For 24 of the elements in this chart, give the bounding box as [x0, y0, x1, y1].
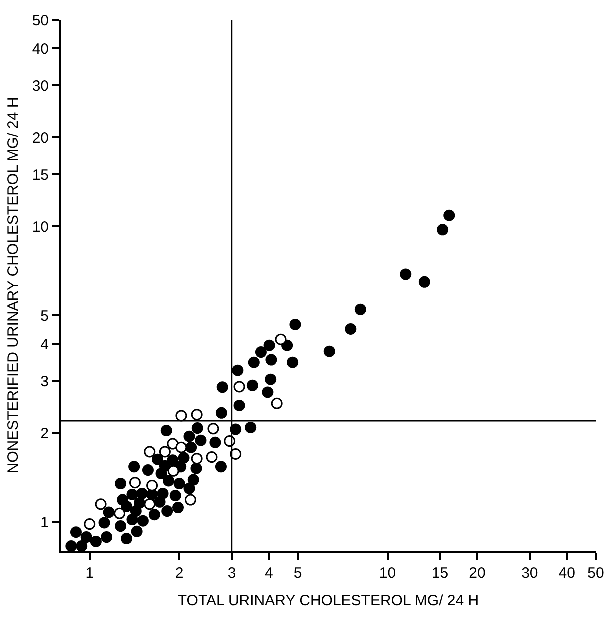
x-tick-label: 1 — [86, 565, 94, 582]
y-tick-label: 15 — [32, 166, 49, 184]
y-axis-title: NONESTERIFIED URINARY CHOLESTEROL MG/ 24 H — [5, 97, 22, 474]
y-tick-label: 20 — [32, 130, 49, 147]
x-tick-label: 50 — [588, 565, 604, 582]
y-tick-label: 30 — [32, 78, 49, 95]
x-tick-label: 30 — [522, 565, 538, 582]
y-tick-label: 50 — [32, 12, 49, 30]
y-tick-label: 1 — [40, 514, 49, 532]
x-tick-label: 2 — [175, 565, 184, 582]
x-tick-label: 15 — [432, 565, 449, 582]
y-tick-label: 4 — [40, 336, 49, 354]
x-tick-label: 4 — [265, 565, 274, 582]
x-tick-label: 40 — [558, 565, 576, 582]
x-tick-label: 3 — [228, 565, 236, 582]
x-tick-label: 5 — [294, 565, 302, 582]
y-tick-label: 3 — [40, 374, 49, 391]
y-tick-label: 2 — [40, 426, 49, 443]
y-tick-label: 5 — [40, 308, 49, 325]
x-tick-label: 20 — [469, 565, 486, 582]
y-tick-label: 10 — [32, 218, 49, 236]
x-axis-title: TOTAL URINARY CHOLESTEROL MG/ 24 H — [178, 592, 480, 610]
x-tick-label: 10 — [379, 565, 396, 582]
y-tick-label: 40 — [32, 40, 49, 58]
